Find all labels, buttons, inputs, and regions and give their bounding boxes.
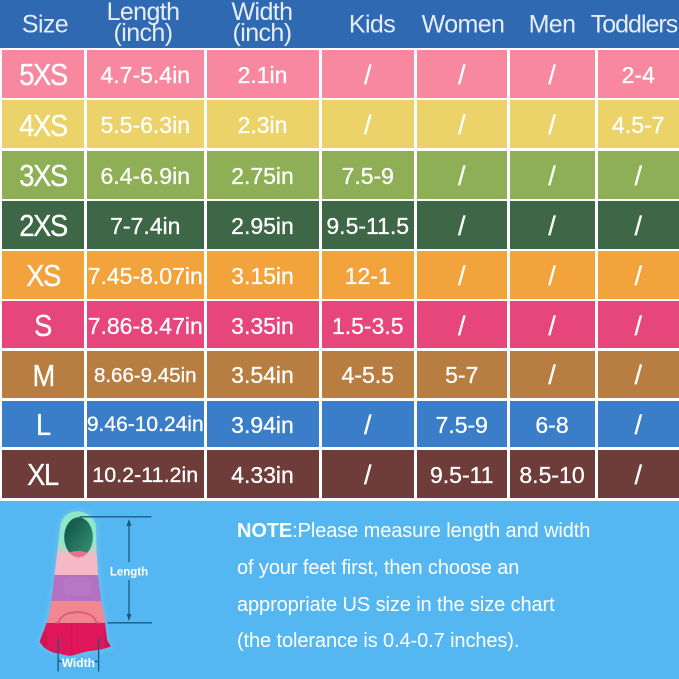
svg-text:Width: Width: [62, 656, 95, 670]
svg-text:Length: Length: [110, 566, 148, 578]
